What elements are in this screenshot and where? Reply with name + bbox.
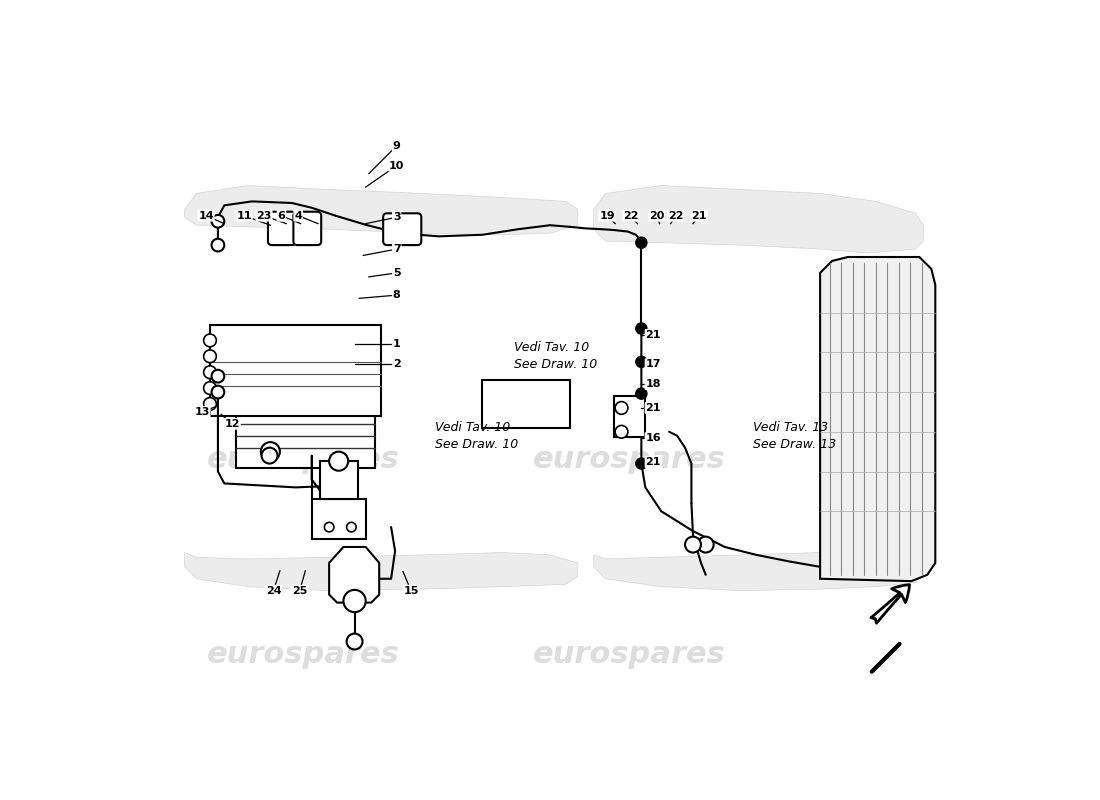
Circle shape: [324, 522, 334, 532]
Text: 11: 11: [236, 210, 252, 221]
Circle shape: [346, 522, 356, 532]
Text: 4: 4: [294, 210, 302, 221]
Circle shape: [346, 634, 363, 650]
FancyBboxPatch shape: [383, 214, 421, 245]
Text: 8: 8: [393, 290, 400, 300]
Text: 21: 21: [646, 457, 661, 467]
Text: 20: 20: [649, 210, 664, 221]
Text: 21: 21: [646, 330, 661, 340]
Circle shape: [329, 452, 349, 470]
Text: 21: 21: [692, 210, 707, 221]
Circle shape: [636, 323, 647, 334]
Circle shape: [211, 215, 224, 228]
Circle shape: [204, 366, 217, 378]
Text: 16: 16: [646, 433, 661, 443]
Text: eurospares: eurospares: [534, 445, 726, 474]
Text: 24: 24: [266, 586, 282, 596]
Polygon shape: [594, 186, 923, 253]
Circle shape: [211, 386, 224, 398]
Bar: [210, 325, 381, 416]
Text: 10: 10: [389, 161, 405, 170]
Text: 23: 23: [256, 210, 272, 221]
Polygon shape: [594, 551, 923, 590]
Circle shape: [262, 448, 277, 463]
Bar: [320, 461, 358, 499]
Text: 18: 18: [646, 379, 661, 389]
Text: 1: 1: [393, 339, 400, 350]
Text: 9: 9: [393, 141, 400, 150]
Circle shape: [685, 537, 701, 553]
Text: 7: 7: [393, 244, 400, 254]
Circle shape: [261, 442, 279, 461]
Text: 5: 5: [393, 268, 400, 278]
Circle shape: [636, 356, 647, 367]
Circle shape: [697, 537, 714, 553]
Text: 21: 21: [646, 403, 661, 413]
Circle shape: [615, 426, 628, 438]
Circle shape: [636, 237, 647, 248]
Circle shape: [211, 370, 224, 382]
FancyBboxPatch shape: [268, 212, 296, 245]
Bar: [614, 396, 645, 438]
Text: eurospares: eurospares: [207, 445, 400, 474]
Bar: [236, 392, 375, 467]
Circle shape: [204, 334, 217, 346]
Text: Vedi Tav. 10
See Draw. 10: Vedi Tav. 10 See Draw. 10: [434, 421, 518, 450]
Text: 19: 19: [600, 210, 615, 221]
Text: eurospares: eurospares: [207, 640, 400, 669]
Text: 14: 14: [198, 210, 213, 221]
Text: 12: 12: [224, 419, 240, 429]
FancyBboxPatch shape: [294, 212, 321, 245]
Text: eurospares: eurospares: [534, 640, 726, 669]
Polygon shape: [821, 257, 935, 581]
Circle shape: [204, 398, 217, 410]
Polygon shape: [329, 547, 379, 602]
Polygon shape: [185, 553, 578, 590]
Text: 17: 17: [646, 359, 661, 370]
Polygon shape: [185, 186, 578, 234]
Circle shape: [343, 590, 365, 612]
Bar: [483, 380, 570, 428]
Text: 22: 22: [668, 210, 683, 221]
Text: 2: 2: [393, 359, 400, 370]
Circle shape: [636, 388, 647, 399]
Circle shape: [204, 350, 217, 362]
Circle shape: [615, 402, 628, 414]
Text: 25: 25: [293, 586, 307, 596]
Text: Vedi Tav. 13
See Draw. 13: Vedi Tav. 13 See Draw. 13: [752, 421, 836, 450]
Bar: [311, 499, 365, 539]
Text: 13: 13: [195, 407, 210, 417]
Text: Vedi Tav. 10
See Draw. 10: Vedi Tav. 10 See Draw. 10: [515, 342, 597, 371]
Text: 22: 22: [624, 210, 639, 221]
Text: 3: 3: [393, 212, 400, 222]
Text: 6: 6: [277, 210, 285, 221]
Text: 15: 15: [404, 586, 419, 596]
Circle shape: [636, 458, 647, 469]
Circle shape: [211, 238, 224, 251]
Circle shape: [204, 382, 217, 394]
